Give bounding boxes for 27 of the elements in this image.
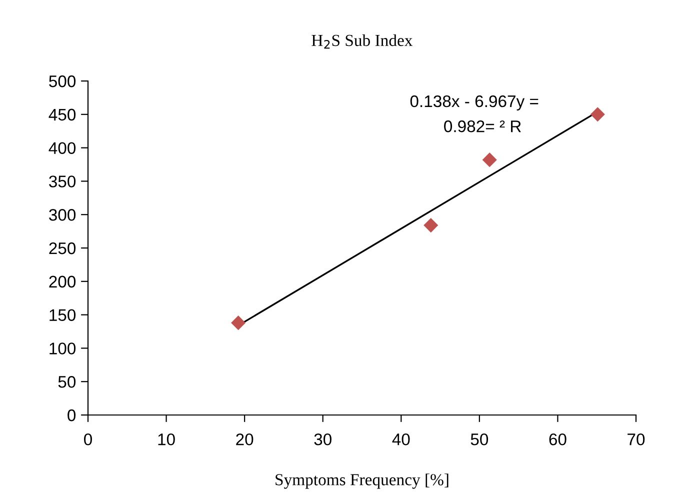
point [482,152,497,168]
annotation: 0.982= ² R [444,120,521,132]
x-tick-label: 40 [392,433,410,446]
y-tick-label: 500 [49,75,76,88]
x-tick-label: 30 [314,433,332,446]
chart-title: H$_{2}$S Sub Index [312,34,413,49]
x-axis-title: Symptoms Frequency [%] [276,474,448,489]
x-tick-label: 50 [470,433,488,446]
x-tick-label: 70 [628,433,645,446]
annotation: 0.138x - 6.967y = [410,95,538,110]
y-tick-label: 350 [49,176,76,188]
y-tick-label: 400 [48,142,76,154]
y-tick-label: 300 [49,209,76,221]
x-tick-label: 10 [158,433,175,446]
y-tick-label: 0 [68,409,76,422]
point [231,316,246,330]
y-tick-label: 100 [50,342,76,354]
point [424,218,438,233]
x-tick-label: 0 [84,433,92,446]
y-tick-label: 450 [48,108,76,121]
point [590,107,605,122]
y-tick-label: 150 [50,309,76,322]
y-tick-label: 50 [58,376,76,388]
y-tick-label: 250 [49,242,76,254]
x-tick-label: 20 [236,433,254,446]
x-tick-label: 60 [549,433,566,446]
y-tick-label: 200 [49,276,76,288]
